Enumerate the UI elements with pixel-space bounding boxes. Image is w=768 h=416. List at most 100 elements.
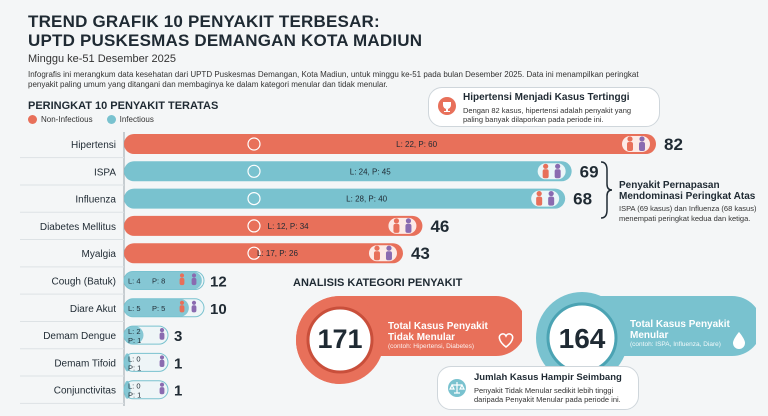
bar — [124, 188, 566, 209]
person-body-icon — [536, 196, 543, 206]
infectious-total: 164 — [558, 323, 606, 354]
person-body-icon — [179, 305, 185, 313]
category-label: Myalgia — [82, 249, 117, 260]
legend-label-noninfectious: Non-Infectious — [41, 115, 93, 124]
bar-row-0: Hipertensi L: 22, P: 60 82 — [20, 134, 683, 159]
title-line-2: UPTD PUSKESMAS DEMANGAN KOTA MADIUN — [28, 31, 423, 50]
intro-text: Infografis ini merangkum data kesehatan … — [28, 70, 639, 89]
person-body-icon — [639, 142, 645, 151]
bar-row-9: Conjunctivitas L: 0P: 1 1 — [20, 380, 182, 404]
category-label: Conjunctivitas — [54, 386, 116, 397]
person-body-icon — [159, 359, 165, 367]
person-head-icon — [543, 163, 549, 169]
gender-split-label: L: 17, P: 26 — [257, 249, 298, 258]
callout-respiratory-body: ISPA (69 kasus) dan Influenza (68 kasus)… — [619, 204, 757, 223]
person-body-icon — [627, 142, 633, 151]
gender-icon-pill — [368, 245, 397, 262]
infectious-summary: 164 Total Kasus Penyakit Menular (contoh… — [536, 292, 756, 380]
value-label: 43 — [411, 244, 430, 263]
person-body-icon — [548, 196, 555, 206]
person-body-icon — [191, 277, 197, 286]
person-head-icon — [374, 245, 380, 251]
legend-label-infectious: Infectious — [119, 115, 154, 124]
bar-row-8: Demam Tifoid L: 0P: 1 1 — [20, 352, 182, 377]
bar-fill — [124, 298, 189, 317]
scale-icon — [448, 379, 466, 397]
male-count-label: L: 0 — [128, 382, 141, 391]
bar-fill — [124, 353, 131, 372]
category-label: Cough (Batuk) — [52, 277, 116, 288]
noninfectious-label: Total Kasus Penyakit Tidak Menular — [388, 321, 488, 343]
title-line-1: TREND GRAFIK 10 PENYAKIT TERBESAR: — [28, 12, 380, 31]
person-head-icon — [179, 300, 185, 305]
category-label: Diare Akut — [70, 304, 116, 315]
female-count-label: P: 1 — [128, 363, 141, 372]
virus-icon — [247, 192, 261, 206]
bar-fill — [124, 380, 131, 399]
value-label: 69 — [580, 162, 599, 181]
value-label: 1 — [174, 383, 182, 400]
legend-swatch-noninfectious — [28, 115, 37, 125]
category-label: Influenza — [75, 195, 116, 206]
heart-icon — [247, 137, 261, 151]
person-head-icon — [639, 136, 645, 142]
bar — [124, 134, 656, 154]
noninfectious-label-block: Total Kasus Penyakit Tidak Menular (cont… — [388, 321, 496, 351]
category-label: Diabetes Mellitus — [40, 222, 116, 233]
gender-split-label: L: 22, P: 60 — [396, 140, 437, 149]
person-body-icon — [393, 223, 400, 233]
female-count-label: P: 1 — [128, 336, 141, 345]
person-head-icon — [159, 355, 165, 360]
ranking-section-title: PERINGKAT 10 PENYAKIT TERATAS — [28, 100, 219, 112]
callout-top-case: Hipertensi Menjadi Kasus Tertinggi Denga… — [428, 87, 660, 127]
callout-balance: Jumlah Kasus Hampir Seimbang Penyakit Ti… — [437, 366, 639, 410]
heart-organ-icon — [498, 333, 514, 349]
trophy-icon — [438, 97, 456, 115]
female-count-label: P: 8 — [152, 277, 165, 286]
bar-row-1: ISPA L: 24, P: 45 69 — [20, 161, 599, 186]
category-section-title: ANALISIS KATEGORI PENYAKIT — [293, 277, 463, 289]
bar-row-6: Diare Akut L: 5 P: 5 10 — [20, 298, 227, 322]
person-head-icon — [555, 163, 561, 169]
person-head-icon — [536, 191, 542, 197]
female-count-label: P: 5 — [152, 304, 165, 313]
callout-top-body: Dengan 82 kasus, hipertensi adalah penya… — [463, 106, 632, 124]
male-count-label: L: 0 — [128, 354, 141, 363]
value-label: 12 — [210, 274, 227, 291]
value-label: 10 — [210, 301, 227, 318]
person-head-icon — [548, 191, 554, 197]
person-head-icon — [159, 328, 165, 333]
person-head-icon — [159, 382, 165, 387]
noninfectious-ring — [296, 296, 522, 384]
gender-split-label: L: 24, P: 45 — [350, 167, 391, 176]
bar-row-3: Diabetes Mellitus L: 12, P: 34 46 — [20, 215, 449, 241]
person-body-icon — [179, 277, 185, 286]
callout-respiratory: Penyakit Pernapasan Mendominasi Peringka… — [619, 180, 759, 223]
gender-icon-pill — [531, 190, 560, 207]
bar-row-4: Myalgia L: 17, P: 26 43 — [20, 243, 430, 268]
person-head-icon — [191, 300, 197, 305]
page-subtitle: Minggu ke-51 Desember 2025 — [28, 53, 176, 65]
gender-icon-pill — [537, 163, 566, 180]
bar — [124, 243, 403, 264]
infectious-note: (contoh: ISPA, Influenza, Diare) — [630, 341, 721, 348]
person-head-icon — [627, 136, 633, 142]
muscle-icon — [247, 246, 261, 260]
brace-icon — [600, 161, 613, 219]
person-body-icon — [554, 169, 561, 179]
person-head-icon — [393, 218, 400, 224]
person-body-icon — [191, 305, 197, 313]
person-head-icon — [191, 273, 197, 278]
person-body-icon — [373, 251, 380, 261]
person-body-icon — [159, 332, 165, 340]
value-label: 46 — [430, 217, 449, 236]
person-body-icon — [159, 387, 165, 395]
bar — [124, 215, 423, 236]
callout-balance-title: Jumlah Kasus Hampir Seimbang — [474, 372, 622, 383]
female-count-label: P: 1 — [128, 391, 141, 400]
infectious-label: Total Kasus Penyakit Menular — [630, 319, 730, 341]
noninfectious-summary: 171 Total Kasus Penyakit Tidak Menular (… — [296, 296, 522, 384]
callout-balance-body: Penyakit Tidak Menular sedikit lebih tin… — [474, 386, 621, 404]
category-label: Demam Tifoid — [54, 358, 116, 369]
